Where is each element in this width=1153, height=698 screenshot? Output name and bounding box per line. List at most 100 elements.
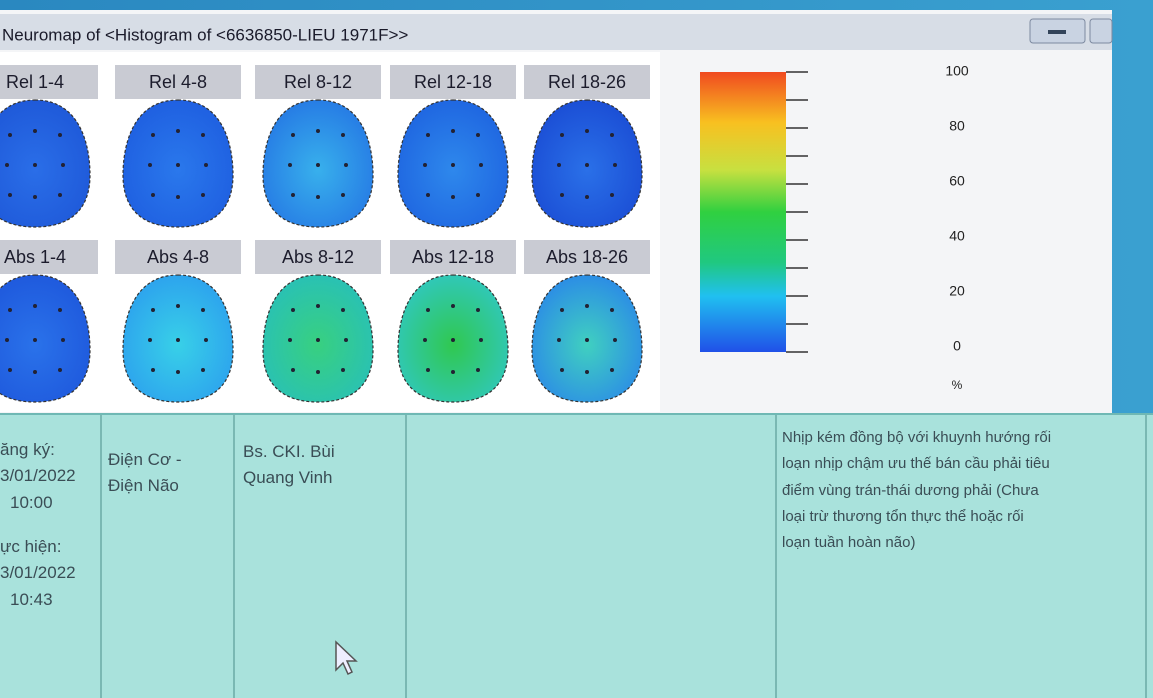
scale-label: 20 [949, 283, 965, 299]
electrode [288, 338, 292, 342]
electrode [33, 304, 37, 308]
electrode [344, 163, 348, 167]
electrode [451, 163, 455, 167]
map-label: Rel 8-12 [284, 72, 352, 92]
electrode [341, 308, 345, 312]
time-cell: ăng ký: 3/01/2022 10:00 ực hiện: 3/01/2022 10… [0, 437, 76, 613]
minimize-icon [1048, 30, 1066, 34]
electrode [476, 308, 480, 312]
electrode [476, 368, 480, 372]
electrode [291, 133, 295, 137]
map-label-box [115, 240, 241, 274]
electrode [585, 370, 589, 374]
scale-label: 80 [949, 118, 965, 134]
column-divider [775, 415, 777, 698]
scale-label: 60 [949, 173, 965, 189]
electrode [204, 163, 208, 167]
electrode [33, 338, 37, 342]
electrode [479, 163, 483, 167]
electrode [176, 163, 180, 167]
electrode [610, 133, 614, 137]
electrode [341, 368, 345, 372]
electrode [151, 308, 155, 312]
electrode [291, 308, 295, 312]
neuromap-window: Neuromap of <Histogram of <6636850-LIEU … [0, 10, 1113, 413]
electrode [585, 163, 589, 167]
map-label-box [390, 65, 516, 99]
conclusion-line: Nhịp kém đồng bộ với khuynh hướng rối [782, 429, 1052, 446]
electrode [585, 195, 589, 199]
electrode [33, 163, 37, 167]
electrode [451, 304, 455, 308]
column-divider [100, 415, 102, 698]
electrode [58, 193, 62, 197]
map-label: Rel 1-4 [6, 72, 64, 92]
electrode [451, 370, 455, 374]
scalp-map [0, 274, 91, 403]
electrode [426, 133, 430, 137]
map-label: Abs 18-26 [546, 247, 628, 267]
electrode [341, 193, 345, 197]
electrode [5, 163, 9, 167]
electrode [560, 368, 564, 372]
electrode [8, 133, 12, 137]
color-bar [700, 72, 786, 352]
electrode [316, 338, 320, 342]
electrode [451, 129, 455, 133]
doctor-line: Bs. CKI. Bùi [243, 442, 335, 461]
electrode [426, 368, 430, 372]
map-label-box [390, 240, 516, 274]
column-divider [1145, 415, 1147, 698]
map-label: Rel 4-8 [149, 72, 207, 92]
electrode [610, 193, 614, 197]
column-divider [233, 415, 235, 698]
electrode [148, 163, 152, 167]
electrode [61, 338, 65, 342]
result-table: ăng ký: 3/01/2022 10:00 ực hiện: 3/01/2022 10… [0, 413, 1153, 698]
electrode [176, 195, 180, 199]
electrode [8, 193, 12, 197]
window-title: Neuromap of <Histogram of <6636850-LIEU … [2, 25, 408, 44]
electrode [451, 195, 455, 199]
maximize-button[interactable] [1089, 18, 1113, 44]
electrode [341, 133, 345, 137]
electrode [560, 133, 564, 137]
electrode [316, 304, 320, 308]
electrode [58, 133, 62, 137]
map-label-box [255, 240, 381, 274]
scale-label: 0 [953, 338, 961, 354]
electrode [58, 308, 62, 312]
electrode [176, 129, 180, 133]
electrode [151, 368, 155, 372]
electrode [291, 368, 295, 372]
electrode [201, 368, 205, 372]
electrode [291, 193, 295, 197]
conclusion-cell: Nhịp kém đồng bộ với khuynh hướng rối loạ… [782, 425, 1051, 556]
map-label: Rel 12-18 [414, 72, 492, 92]
electrode [451, 338, 455, 342]
electrode [176, 338, 180, 342]
electrode [560, 193, 564, 197]
electrode [58, 368, 62, 372]
electrode [316, 163, 320, 167]
electrode [585, 129, 589, 133]
electrode [557, 163, 561, 167]
map-label: Abs 1-4 [4, 247, 66, 267]
time-line: 10:00 [10, 492, 53, 512]
department-line: Điện Não [108, 476, 179, 496]
conclusion-line: điểm vùng trán-thái dương phải (Chưa [782, 481, 1039, 499]
map-label-box [255, 65, 381, 99]
conclusion-line: loạn nhịp chậm ưu thế bán cầu phải tiêu [782, 455, 1050, 473]
time-line: 3/01/2022 [0, 563, 76, 583]
map-label: Abs 8-12 [282, 247, 354, 267]
doctor-cell: Bs. CKI. Bùi Quang Vinh [243, 439, 335, 492]
electrode [423, 338, 427, 342]
electrode [201, 308, 205, 312]
electrode [344, 338, 348, 342]
electrode [476, 133, 480, 137]
electrode [426, 308, 430, 312]
electrode [8, 368, 12, 372]
electrode [8, 308, 12, 312]
mouse-cursor [335, 640, 358, 676]
electrode [610, 368, 614, 372]
